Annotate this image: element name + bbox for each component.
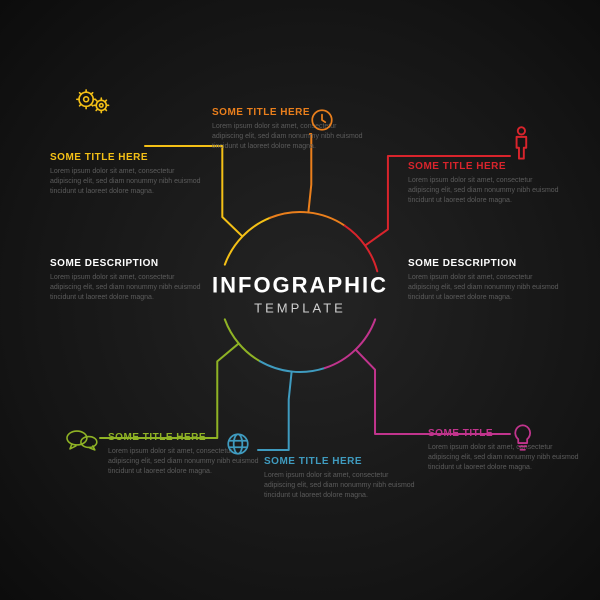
node-gears-body: Lorem ipsum dolor sit amet, consectetur … [50,167,205,197]
node-desc-right-body: Lorem ipsum dolor sit amet, consectetur … [408,273,563,303]
node-clock-title: SOME TITLE HERE [212,107,367,118]
node-person: SOME TITLE HERE Lorem ipsum dolor sit am… [408,161,563,206]
node-desc-left: SOME DESCRIPTION Lorem ipsum dolor sit a… [50,258,205,303]
node-desc-left-body: Lorem ipsum dolor sit amet, consectetur … [50,273,205,303]
node-person-body: Lorem ipsum dolor sit amet, consectetur … [408,176,563,206]
center-title: INFOGRAPHIC [212,273,388,299]
node-bulb: SOME TITLE Lorem ipsum dolor sit amet, c… [428,428,583,473]
node-person-title: SOME TITLE HERE [408,161,563,172]
node-desc-right-title: SOME DESCRIPTION [408,258,563,269]
node-bulb-title: SOME TITLE [428,428,583,439]
node-gears-title: SOME TITLE HERE [50,152,205,163]
node-globe: SOME TITLE HERE Lorem ipsum dolor sit am… [264,456,419,501]
node-clock: SOME TITLE HERE Lorem ipsum dolor sit am… [212,107,367,152]
chat-icon [65,427,99,453]
globe-icon [225,431,251,457]
node-clock-body: Lorem ipsum dolor sit amet, consectetur … [212,122,367,152]
bulb-icon [511,423,534,454]
gears-icon [75,87,111,116]
node-bulb-body: Lorem ipsum dolor sit amet, consectetur … [428,443,583,473]
person-icon [511,126,532,160]
center-label: INFOGRAPHIC TEMPLATE [212,273,388,316]
infographic-canvas: INFOGRAPHIC TEMPLATE SOME TITLE HERE Lor… [0,0,600,600]
node-desc-left-title: SOME DESCRIPTION [50,258,205,269]
node-gears: SOME TITLE HERE Lorem ipsum dolor sit am… [50,152,205,197]
node-globe-body: Lorem ipsum dolor sit amet, consectetur … [264,471,419,501]
node-globe-title: SOME TITLE HERE [264,456,419,467]
center-subtitle: TEMPLATE [212,301,388,316]
node-desc-right: SOME DESCRIPTION Lorem ipsum dolor sit a… [408,258,563,303]
clock-icon [309,107,335,133]
